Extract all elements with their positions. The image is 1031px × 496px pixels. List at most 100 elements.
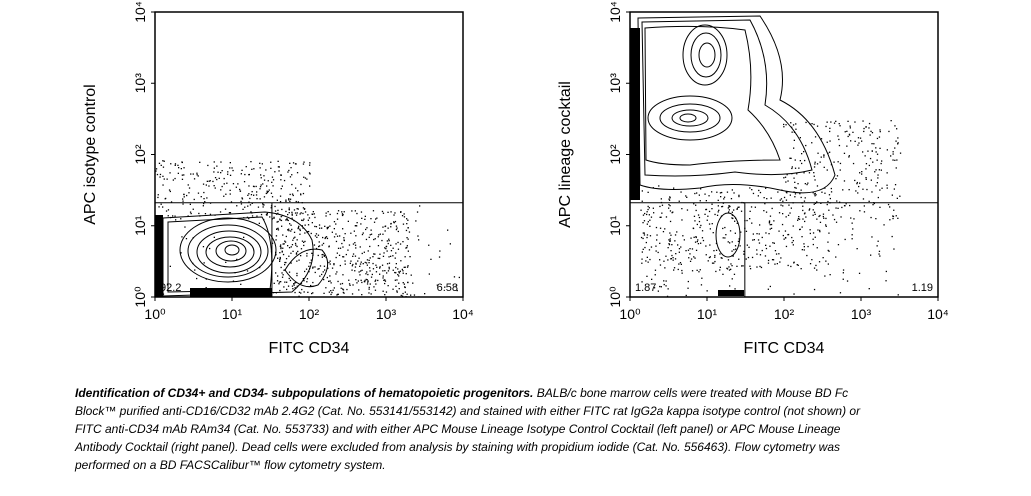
event-dot (756, 233, 758, 235)
event-dot (250, 211, 252, 213)
event-dot (759, 191, 762, 194)
event-dot (193, 198, 195, 201)
event-dot (286, 219, 288, 221)
event-dot (372, 262, 374, 265)
event-dot (284, 264, 286, 266)
event-dot (246, 216, 249, 218)
event-dot (353, 230, 355, 232)
event-dot (328, 280, 330, 282)
event-dot (336, 252, 338, 254)
event-dot (232, 169, 234, 172)
event-dot (332, 289, 334, 291)
event-dot (674, 258, 677, 260)
event-dot (155, 170, 157, 172)
event-dot (344, 263, 346, 265)
event-dot (386, 263, 389, 265)
event-dot (816, 269, 818, 271)
event-dot (358, 271, 360, 273)
event-dot (172, 179, 174, 181)
event-dot (753, 239, 755, 241)
event-dot (292, 250, 294, 252)
event-dot (785, 245, 788, 248)
event-dot (692, 227, 694, 229)
event-dot (879, 129, 881, 131)
event-dot (329, 225, 331, 227)
event-dot (842, 272, 844, 274)
event-dot (644, 212, 646, 215)
event-dot (742, 265, 744, 267)
event-dot (757, 239, 760, 241)
event-dot (216, 178, 218, 181)
event-dot (806, 183, 808, 186)
event-dot (871, 143, 873, 145)
event-dot (699, 269, 701, 271)
event-dot (811, 259, 813, 261)
event-dot (790, 157, 792, 159)
event-dot (280, 246, 282, 248)
event-dot (278, 281, 281, 283)
event-dot (711, 191, 713, 193)
event-dot (816, 201, 818, 203)
event-dot (899, 195, 901, 197)
event-dot (649, 219, 651, 221)
event-dot (788, 204, 790, 206)
event-dot (281, 225, 283, 227)
event-dot (835, 221, 838, 223)
event-dot (397, 248, 400, 250)
event-dot (805, 121, 807, 124)
event-dot (342, 228, 344, 230)
event-dot (852, 131, 854, 133)
event-dot (707, 215, 709, 217)
event-dot (837, 244, 840, 246)
event-dot (701, 230, 704, 232)
event-dot (278, 170, 280, 172)
event-dot (897, 294, 899, 296)
event-dot (327, 211, 329, 213)
event-dot (407, 265, 409, 267)
event-dot (798, 218, 801, 220)
event-dot (393, 222, 395, 224)
event-dot (893, 209, 895, 211)
event-dot (799, 193, 801, 195)
event-dot (711, 223, 713, 225)
event-dot (193, 178, 196, 180)
event-dot (836, 175, 839, 177)
event-dot (384, 279, 386, 281)
event-dot (749, 210, 751, 212)
event-dot (323, 254, 325, 257)
event-dot (813, 172, 815, 174)
event-dot (885, 270, 887, 273)
event-dot (723, 198, 725, 200)
event-dot (737, 240, 740, 242)
event-dot (729, 205, 731, 208)
event-dot (361, 294, 363, 296)
event-dot (204, 213, 207, 215)
event-dot (295, 214, 298, 216)
event-dot (842, 269, 845, 271)
event-dot (370, 293, 372, 295)
event-dot (384, 282, 386, 285)
event-dot (669, 196, 671, 198)
event-dot (851, 238, 853, 240)
event-dot (321, 227, 323, 229)
x-tick-label: 10⁰ (619, 306, 641, 322)
event-dot (832, 214, 834, 216)
event-dot (289, 198, 292, 200)
event-dot (297, 190, 299, 192)
event-dot (824, 187, 826, 189)
event-dot (164, 198, 166, 200)
event-dot (291, 193, 294, 195)
event-dot (854, 121, 856, 123)
event-dot (239, 190, 242, 192)
event-dot (660, 286, 662, 288)
event-dot (400, 211, 402, 213)
event-dot (879, 255, 881, 257)
event-dot (192, 173, 194, 175)
event-dot (796, 173, 798, 175)
event-dot (365, 278, 367, 281)
event-dot (321, 254, 323, 256)
event-dot (812, 209, 814, 211)
event-dot (181, 174, 183, 176)
event-dot (886, 172, 888, 174)
event-dot (645, 260, 647, 262)
